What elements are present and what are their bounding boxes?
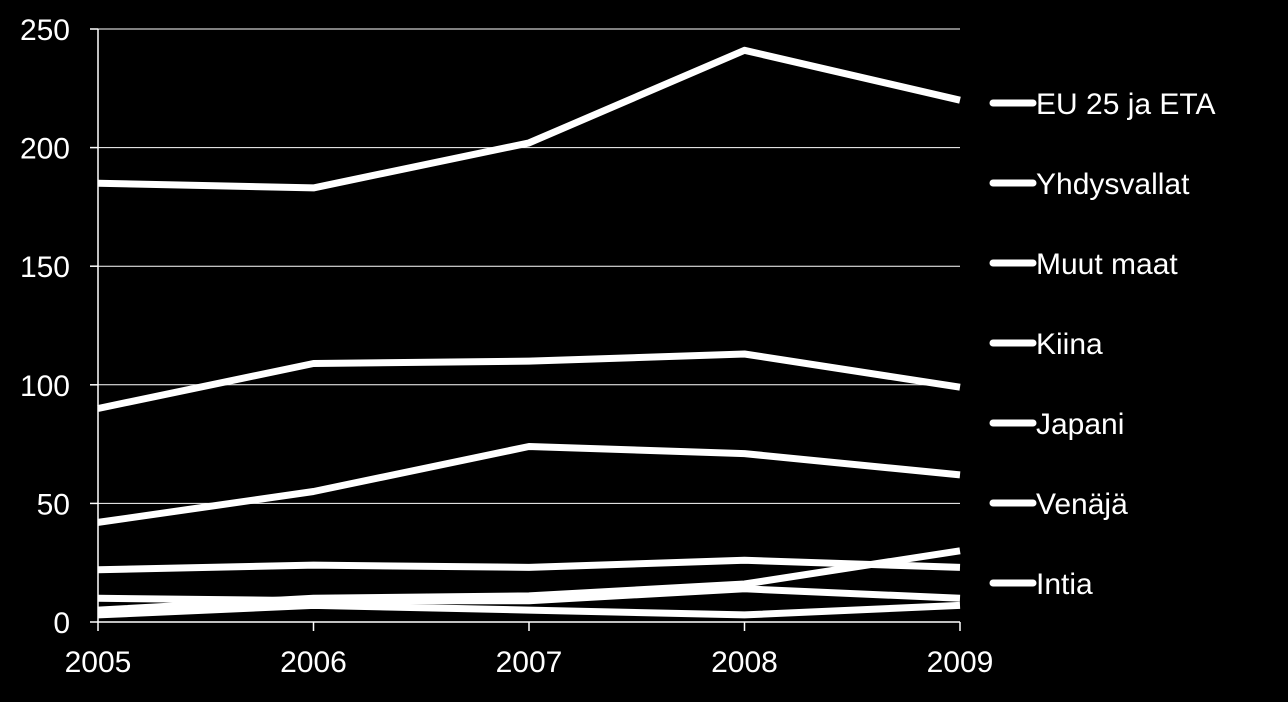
x-tick-label: 2007 [496,646,563,679]
series-line-1 [97,350,961,412]
legend-label: Japani [1036,408,1124,441]
legend-label: Kiina [1036,328,1103,361]
y-tick-label: 100 [20,370,70,403]
x-tick-label: 2005 [65,646,132,679]
y-tick-label: 0 [53,607,70,640]
y-tick-label: 150 [20,251,70,284]
legend-label: EU 25 ja ETA [1036,88,1216,121]
y-tick-label: 200 [20,133,70,166]
legend-label: Muut maat [1036,248,1178,281]
y-tick-label: 250 [20,14,70,47]
axes: 0 50 100 150 200 250 2005 2006 2007 2008 2009 [20,14,993,679]
x-tick-label: 2006 [280,646,347,679]
gridlines [98,28,960,504]
legend-label: Venäjä [1036,488,1128,521]
series-line-3 [97,556,961,574]
y-tick-label: 50 [37,488,70,521]
legend: EU 25 ja ETA Yhdysvallat Muut maat Kiina Jap… [989,88,1216,601]
legend-label: Yhdysvallat [1036,168,1190,201]
legend-label: Intia [1036,568,1093,601]
x-tick-label: 2008 [711,646,778,679]
x-tick-label: 2009 [927,646,994,679]
series-lines [97,46,961,619]
series-line-0 [97,46,961,192]
series-line-5 [97,585,961,605]
series-line-6 [97,601,961,619]
series-line-2 [97,443,961,526]
